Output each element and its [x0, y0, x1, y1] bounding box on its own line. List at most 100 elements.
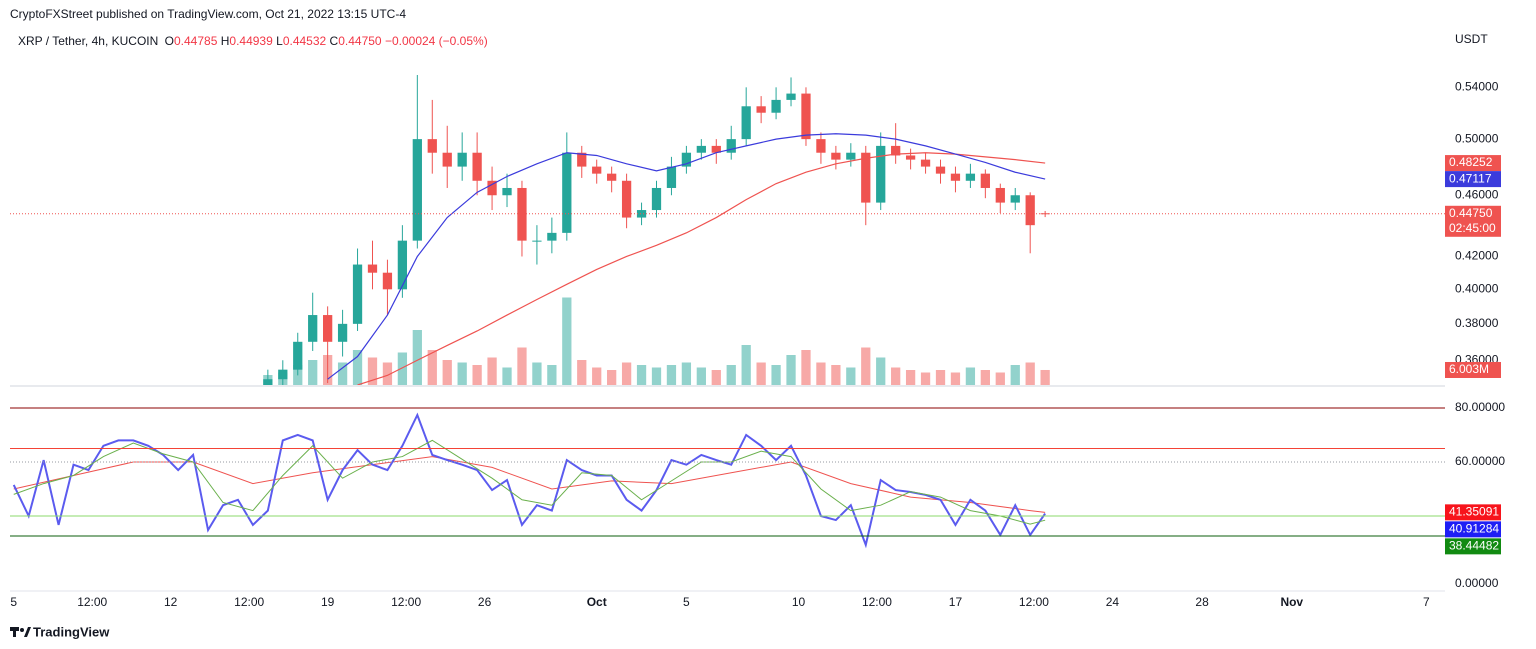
ohlc-letter: H	[220, 34, 230, 48]
candle-body	[980, 173, 990, 188]
volume-bar	[427, 350, 437, 385]
volume-bar	[965, 367, 976, 385]
x-tick-label: 12:00	[1019, 595, 1049, 609]
current-price-plate	[1445, 205, 1501, 237]
x-tick-label: 12:00	[234, 595, 264, 609]
candle-body	[1010, 195, 1020, 203]
y-tick-label: 0.42000	[1455, 249, 1499, 263]
y-tick-label: 0.40000	[1455, 281, 1499, 295]
volume-bar	[337, 362, 348, 385]
open-value: 0.44785	[173, 34, 218, 48]
candle-body	[876, 145, 886, 203]
volume-bar	[607, 370, 617, 385]
volume-bar	[935, 370, 946, 385]
x-tick-label: 28	[1195, 595, 1209, 609]
x-tick-label: 7	[1423, 595, 1430, 609]
candle-body	[367, 264, 378, 273]
x-tick-label: 24	[1106, 595, 1120, 609]
volume-bar	[905, 370, 916, 385]
candle-body	[816, 139, 826, 153]
volume-bar	[457, 362, 467, 385]
candle-body	[831, 152, 841, 160]
candle-body	[352, 264, 363, 324]
volume-bar	[741, 345, 751, 385]
volume-bar	[367, 357, 378, 385]
candle-body	[950, 173, 961, 181]
candle-body	[726, 139, 736, 153]
volume-bar	[532, 362, 542, 385]
price-pane	[263, 74, 1050, 385]
candle-body	[786, 93, 796, 100]
candle-body	[382, 272, 393, 290]
footer-brand: TradingView	[33, 624, 110, 639]
candle-body	[741, 106, 751, 140]
low-value: 0.44532	[282, 34, 327, 48]
volume-bar	[995, 372, 1005, 385]
candle-body	[636, 210, 647, 218]
x-tick-label: 19	[321, 595, 335, 609]
candle-body	[935, 166, 946, 174]
candle-body	[846, 152, 856, 160]
volume-bar	[352, 350, 363, 385]
volume-bar	[636, 365, 647, 385]
volume-bar	[816, 362, 826, 385]
price-plate-label: 0.47117	[1449, 171, 1492, 185]
volume-bar	[696, 367, 706, 385]
candle-body	[487, 180, 497, 196]
candle-body	[995, 187, 1005, 203]
volume-bar	[861, 347, 871, 385]
candle-body	[891, 145, 901, 156]
candle-body	[502, 187, 512, 196]
volume-bar	[950, 372, 961, 385]
volume-bar	[831, 365, 841, 385]
volume-bar	[592, 367, 602, 385]
candle-body	[920, 159, 931, 167]
candle-body	[547, 232, 557, 241]
volume-bar	[547, 365, 557, 385]
candle-body	[457, 152, 467, 167]
legend: XRP / Tether, 4h, KUCOIN O0.44785 H0.449…	[18, 34, 488, 48]
x-tick-label: 5	[683, 595, 690, 609]
candle-body	[337, 323, 348, 342]
volume-bar	[920, 372, 931, 385]
candle-body	[711, 145, 721, 153]
volume-bar	[1010, 365, 1020, 385]
volume-bar	[801, 350, 811, 385]
candle-body	[592, 166, 602, 174]
ohlc-letter: L	[276, 34, 283, 48]
current-price-label: 0.44750	[1449, 206, 1493, 220]
volume-bar	[876, 357, 886, 385]
ohlc-letter: C	[329, 34, 339, 48]
candle-body	[965, 173, 976, 181]
x-tick-label: Oct	[587, 595, 607, 609]
volume-bar	[397, 352, 408, 385]
candle-body	[607, 173, 617, 181]
volume-bar	[756, 362, 766, 385]
candle-body	[861, 152, 871, 203]
volume-bar	[846, 367, 856, 385]
x-tick-label: 17	[949, 595, 963, 609]
x-tick-label: Nov	[1280, 595, 1303, 609]
rsi-plate-label: 38.44482	[1449, 539, 1499, 553]
logo	[10, 627, 31, 637]
x-tick-label: 12:00	[862, 595, 892, 609]
ohlc-letter: O	[164, 34, 174, 48]
change: −0.00024 (−0.05%)	[384, 34, 488, 48]
rsi-plate-label: 40.91284	[1449, 522, 1499, 536]
candle-body	[472, 152, 482, 181]
volume-bar	[412, 330, 422, 385]
rsi-plate	[1445, 521, 1501, 538]
candle-body	[681, 152, 692, 167]
candle-body	[323, 315, 333, 342]
x-tick-label: 12	[164, 595, 178, 609]
volume-bar	[651, 367, 662, 385]
rsi-line	[13, 456, 1046, 513]
y-tick-label: 0.54000	[1455, 79, 1499, 93]
volume-bar	[442, 360, 452, 385]
candle-body	[427, 139, 437, 153]
volume-bar	[771, 365, 781, 385]
volume-bar	[786, 355, 796, 385]
x-tick-label: 26	[478, 595, 492, 609]
volume-bar	[577, 360, 587, 385]
candle-body	[562, 152, 572, 233]
